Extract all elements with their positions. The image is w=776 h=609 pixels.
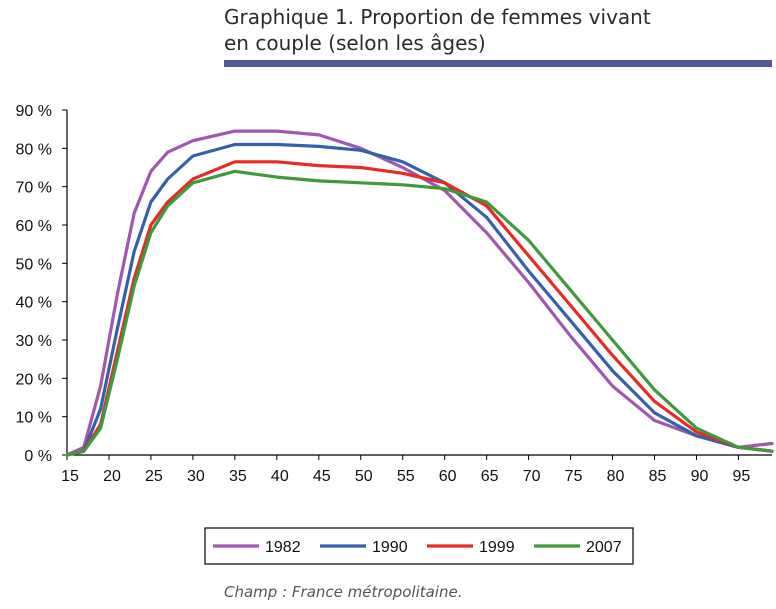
chart-title-line-1: Graphique 1. Proportion de femmes vivant: [224, 5, 651, 29]
x-tick-label: 85: [649, 468, 667, 485]
legend-label-1990: 1990: [372, 539, 408, 556]
x-tick-label: 75: [565, 468, 583, 485]
series-line-1982: [65, 129, 774, 457]
chart-title-line-2: en couple (selon les âges): [224, 31, 486, 55]
x-tick-label: 30: [187, 468, 205, 485]
legend-label-1999: 1999: [479, 539, 515, 556]
y-tick-label: 90 %: [16, 103, 52, 120]
y-tick-label: 0 %: [24, 448, 52, 465]
y-tick-label: 60 %: [16, 218, 52, 235]
series-lines: [65, 129, 774, 457]
legend-label-2007: 2007: [586, 539, 622, 556]
x-tick-label: 60: [439, 468, 457, 485]
y-tick-label: 70 %: [16, 180, 52, 197]
y-tick-label: 80 %: [16, 141, 52, 158]
x-tick-label: 50: [355, 468, 373, 485]
y-tick-label: 20 %: [16, 371, 52, 388]
x-tick-label: 95: [733, 468, 751, 485]
x-tick-label: 45: [313, 468, 331, 485]
source-caption: Champ : France métropolitaine.: [224, 583, 463, 601]
axes: 0 % 10 % 20 % 30 % 40 % 50 % 60 % 70 % 80 % 90 % 1…: [16, 103, 772, 485]
x-tick-label: 55: [397, 468, 415, 485]
x-tick-label: 80: [607, 468, 625, 485]
y-tick-label: 10 %: [16, 410, 52, 427]
x-tick-label: 35: [229, 468, 247, 485]
x-tick-label: 25: [145, 468, 163, 485]
x-tick-label: 65: [481, 468, 499, 485]
x-tick-label: 70: [523, 468, 541, 485]
series-line-1990: [65, 142, 774, 457]
x-tick-label: 20: [103, 468, 121, 485]
legend: 1982 1990 1999 2007: [204, 527, 634, 565]
chart-title: Graphique 1. Proportion de femmes vivant…: [224, 4, 764, 56]
y-tick-label: 40 %: [16, 295, 52, 312]
x-tick-label: 15: [61, 468, 79, 485]
y-tick-label: 50 %: [16, 256, 52, 273]
series-line-1999: [65, 160, 774, 457]
x-tick-label: 90: [691, 468, 709, 485]
line-chart: 0 % 10 % 20 % 30 % 40 % 50 % 60 % 70 % 80 % 90 % 1…: [16, 103, 774, 565]
y-tick-label: 30 %: [16, 333, 52, 350]
title-underline-bar: [224, 60, 772, 67]
legend-label-1982: 1982: [265, 539, 301, 556]
x-tick-label: 40: [271, 468, 289, 485]
series-line-2007: [65, 169, 774, 457]
